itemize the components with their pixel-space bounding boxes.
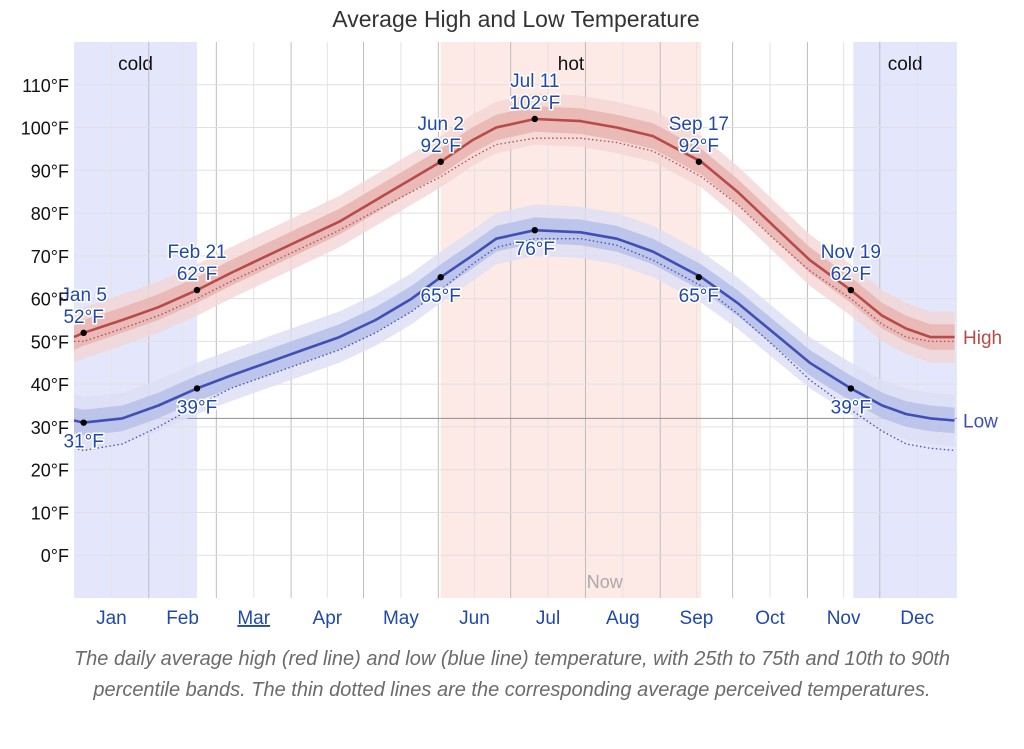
y-tick-label: 30°F	[31, 418, 69, 438]
y-tick-label: 20°F	[31, 461, 69, 481]
y-tick-label: 50°F	[31, 332, 69, 352]
high-series-label: High	[963, 328, 1002, 349]
low-annotation-dot	[193, 385, 201, 392]
season-label-cold-2: cold	[888, 54, 923, 75]
y-tick-label: 40°F	[31, 375, 69, 395]
low-annotation-dot	[695, 274, 703, 281]
low-annotation-value: 39°F	[177, 397, 217, 418]
y-tick-label: 60°F	[31, 290, 69, 310]
chart-title: Average High and Low Temperature	[332, 6, 699, 32]
high-annotation-date: Feb 21	[167, 242, 226, 263]
high-annotation-date: Jun 2	[417, 114, 463, 135]
month-tick-label-current[interactable]: Mar	[237, 608, 270, 629]
month-tick-label: Jan	[96, 608, 127, 629]
month-tick-label: Oct	[755, 608, 785, 629]
low-band-25-75	[74, 217, 955, 436]
low-series-label: Low	[963, 412, 998, 433]
month-tick-label: Apr	[313, 608, 343, 629]
month-tick-label: Dec	[900, 608, 934, 629]
high-band-25-75	[74, 106, 955, 350]
high-annotation-value: 62°F	[177, 264, 217, 285]
y-tick-label: 100°F	[21, 119, 69, 139]
month-tick-label: Aug	[606, 608, 640, 629]
y-tick-label: 10°F	[31, 503, 69, 523]
high-average-line	[73, 117, 955, 339]
y-tick-label: 80°F	[31, 204, 69, 224]
low-average-line	[73, 228, 955, 424]
high-annotation-dot	[695, 158, 703, 165]
high-annotation-date: Nov 19	[821, 242, 881, 263]
high-annotation-dot	[80, 329, 87, 337]
low-annotation-value: 39°F	[831, 397, 871, 418]
high-annotation-value: 52°F	[63, 307, 103, 328]
high-annotation-value: 62°F	[831, 264, 871, 285]
high-annotation-date: Jan 5	[60, 285, 106, 306]
low-annotation-value: 65°F	[421, 286, 461, 307]
now-marker-label: Now	[587, 572, 624, 592]
low-annotation-dot	[80, 419, 87, 426]
high-annotation-value: 92°F	[679, 136, 719, 157]
low-annotation-value: 76°F	[515, 239, 555, 260]
month-tick-label: Nov	[827, 608, 861, 629]
month-tick-label: Jun	[459, 608, 490, 629]
season-label-cold-0: cold	[118, 54, 153, 75]
month-tick-label: Jul	[536, 608, 560, 629]
high-annotation-value: 92°F	[421, 136, 461, 157]
low-annotation-value: 65°F	[679, 286, 719, 307]
y-tick-label: 110°F	[22, 76, 69, 96]
y-tick-label: 0°F	[41, 546, 69, 566]
chart-caption: The daily average high (red line) and lo…	[73, 648, 951, 701]
month-tick-label: Sep	[680, 608, 714, 629]
low-annotation-dot	[847, 385, 855, 392]
low-annotation-value: 31°F	[63, 432, 103, 453]
temperature-chart: Average High and Low Temperature cold hot…	[21, 6, 1002, 629]
high-annotation-date: Jul 11	[510, 71, 559, 92]
low-annotation-dot	[437, 274, 444, 281]
month-tick-label: May	[383, 608, 419, 629]
high-annotation-dot	[193, 286, 201, 294]
month-tick-label: Feb	[166, 608, 199, 629]
y-tick-label: 70°F	[31, 247, 69, 267]
season-label-hot-1: hot	[558, 54, 585, 75]
high-annotation-date: Sep 17	[669, 114, 729, 135]
high-annotation-dot	[437, 158, 444, 165]
high-annotation-dot	[847, 286, 855, 294]
low-annotation-dot	[531, 226, 539, 234]
y-tick-label: 90°F	[31, 161, 69, 181]
high-annotation-value: 102°F	[509, 93, 560, 114]
high-annotation-dot	[531, 115, 539, 123]
